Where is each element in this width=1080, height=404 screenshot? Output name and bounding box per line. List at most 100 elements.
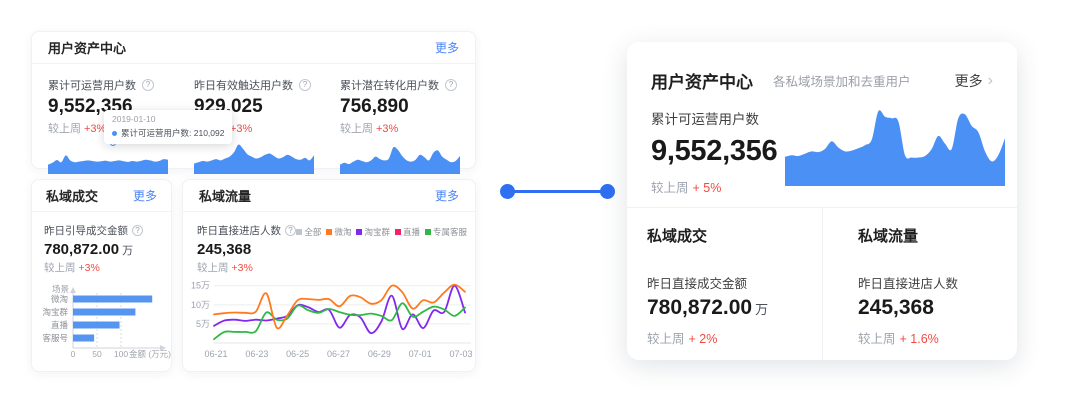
svg-text:5万: 5万 — [196, 319, 210, 329]
legend-swatch-icon — [356, 229, 363, 235]
legend-swatch-icon — [326, 229, 333, 235]
svg-text:15万: 15万 — [191, 281, 210, 291]
delta-value: +3% — [78, 262, 100, 274]
detail-traffic-cell: 私域流量 昨日直接进店人数 245,368 较上周 + 1.6% — [858, 225, 1008, 347]
detail-more-link[interactable]: 更多 › — [954, 71, 993, 89]
deal-card: 私域成交 更多 昨日引导成交金额 ? 780,872.00 万 较上周 +3% 0 5… — [31, 179, 172, 372]
tooltip-value: 210,092 — [193, 128, 225, 138]
delta-value: +3% — [230, 123, 253, 135]
legend-item-all[interactable]: 全部 — [296, 226, 321, 238]
detail-card: 用户资产中心 各私域场景加和去重用户 更多 › 累计可运营用户数 9,552,35… — [627, 42, 1017, 360]
svg-text:06-27: 06-27 — [327, 349, 350, 359]
svg-text:0: 0 — [71, 349, 76, 359]
vertical-divider — [822, 207, 823, 360]
cell-title: 私域流量 — [858, 228, 919, 245]
svg-text:金额 (万元): 金额 (万元) — [129, 349, 171, 359]
svg-text:07-01: 07-01 — [409, 349, 432, 359]
metric-label: 昨日直接进店人数 — [197, 225, 281, 237]
metric-label: 累计潜在转化用户数 — [340, 80, 439, 92]
metric-label: 累计可运营用户数 — [651, 112, 759, 127]
store-visits-line-chart[interactable]: 5万 10万 15万 06-21 06-23 06-25 06-27 06-29 07-01 07… — [189, 275, 473, 363]
zoom-connector-dot-left — [500, 184, 515, 199]
svg-text:场景: 场景 — [52, 284, 69, 294]
svg-text:06-29: 06-29 — [368, 349, 391, 359]
detail-card-header: 用户资产中心 各私域场景加和去重用户 更多 › — [627, 42, 1017, 93]
legend-item-taobao-group[interactable]: 淘宝群 — [356, 226, 390, 238]
deal-card-header: 私域成交 更多 — [32, 180, 171, 212]
svg-text:06-23: 06-23 — [245, 349, 268, 359]
metric-value: 780,872.00 — [647, 296, 753, 319]
chart-legend: 全部 微淘 淘宝群 直播 专属客服 — [296, 226, 467, 238]
help-icon[interactable]: ? — [299, 79, 311, 91]
compare-label: 较上周 — [651, 181, 689, 195]
sparkline-chart[interactable] — [340, 142, 460, 174]
deal-more-link[interactable]: 更多 — [132, 189, 157, 203]
traffic-card: 私域流量 更多 昨日直接进店人数 ? 245,368 较上周 +3% 全部 微淘 … — [182, 179, 476, 372]
legend-swatch-icon — [394, 229, 401, 235]
svg-text:06-25: 06-25 — [286, 349, 309, 359]
delta-value: +3% — [376, 123, 399, 135]
legend-swatch-icon — [296, 229, 303, 235]
compare-label: 较上周 — [44, 262, 76, 274]
cell-title: 私域成交 — [647, 228, 708, 245]
overview-card-title: 用户资产中心 — [48, 41, 127, 56]
tooltip-series-label: 累计可运营用户数: — [121, 128, 192, 138]
metric-cumulative-potential-users: 累计潜在转化用户数 ? 756,890 较上周 +3% — [324, 77, 470, 174]
tooltip-date: 2019-01-10 — [112, 114, 156, 124]
svg-text:直播: 直播 — [51, 320, 69, 330]
metric-label: 昨日直接成交金额 — [647, 277, 748, 291]
traffic-more-link[interactable]: 更多 — [434, 189, 459, 203]
svg-text:客服号: 客服号 — [42, 333, 68, 343]
sparkline-chart[interactable] — [194, 142, 314, 174]
metric-value: 9,552,356 — [651, 135, 778, 167]
traffic-card-title: 私域流量 — [199, 189, 252, 204]
svg-text:淘宝群: 淘宝群 — [42, 307, 68, 317]
help-icon[interactable]: ? — [445, 79, 457, 91]
metric-value: 780,872.00 — [44, 241, 120, 258]
metric-label: 昨日有效触达用户数 — [194, 80, 293, 92]
svg-text:100: 100 — [114, 349, 128, 359]
compare-label: 较上周 — [858, 332, 896, 346]
help-icon[interactable]: ? — [132, 225, 143, 236]
deal-card-title: 私域成交 — [46, 189, 99, 204]
delta-value: +3% — [231, 262, 253, 274]
help-icon[interactable]: ? — [285, 225, 296, 236]
legend-swatch-icon — [424, 229, 431, 235]
svg-text:微淘: 微淘 — [51, 294, 68, 304]
sparkline-chart[interactable] — [48, 142, 168, 174]
detail-deal-cell: 私域成交 昨日直接成交金额 780,872.00 万 较上周 + 2% — [647, 225, 817, 347]
svg-text:07-03: 07-03 — [449, 349, 472, 359]
metric-value: 245,368 — [858, 296, 934, 319]
overview-more-link[interactable]: 更多 — [434, 41, 459, 55]
metric-label: 累计可运营用户数 — [48, 80, 136, 92]
metric-unit: 万 — [755, 302, 769, 317]
overview-card-header: 用户资产中心 更多 — [32, 32, 475, 64]
delta-value: + 5% — [692, 181, 722, 195]
legend-item-exclusive-service[interactable]: 专属客服 — [424, 226, 467, 238]
delta-value: + 1.6% — [899, 332, 939, 346]
traffic-card-header: 私域流量 更多 — [183, 180, 475, 212]
legend-item-weitao[interactable]: 微淘 — [326, 226, 351, 238]
overview-metrics-row: 累计可运营用户数 ? 9,552,356 较上周 +3% 昨日有效触达用户数 ? … — [32, 64, 475, 174]
compare-label: 较上周 — [48, 123, 81, 135]
zoom-connector-dot-right — [600, 184, 615, 199]
zoom-connector-line — [507, 190, 607, 193]
detail-card-title: 用户资产中心 — [651, 73, 753, 92]
compare-label: 较上周 — [197, 262, 229, 274]
svg-text:50: 50 — [92, 349, 102, 359]
detail-area-chart[interactable] — [785, 108, 1005, 186]
legend-item-live[interactable]: 直播 — [394, 226, 420, 238]
metric-unit: 万 — [122, 245, 134, 257]
compare-label: 较上周 — [340, 123, 373, 135]
delta-value: +3% — [84, 123, 107, 135]
metric-cumulative-operable-users: 累计可运营用户数 ? 9,552,356 较上周 +3% — [32, 77, 178, 174]
help-icon[interactable]: ? — [142, 79, 154, 91]
detail-metric-block: 累计可运营用户数 9,552,356 较上周 + 5% — [651, 108, 778, 196]
delta-value: + 2% — [688, 332, 718, 346]
overview-card: 用户资产中心 更多 累计可运营用户数 ? 9,552,356 较上周 +3% 昨日… — [31, 31, 476, 174]
metric-label: 昨日引导成交金额 — [44, 225, 128, 237]
metric-value: 756,890 — [340, 96, 409, 117]
detail-card-subtitle: 各私域场景加和去重用户 — [773, 75, 911, 89]
